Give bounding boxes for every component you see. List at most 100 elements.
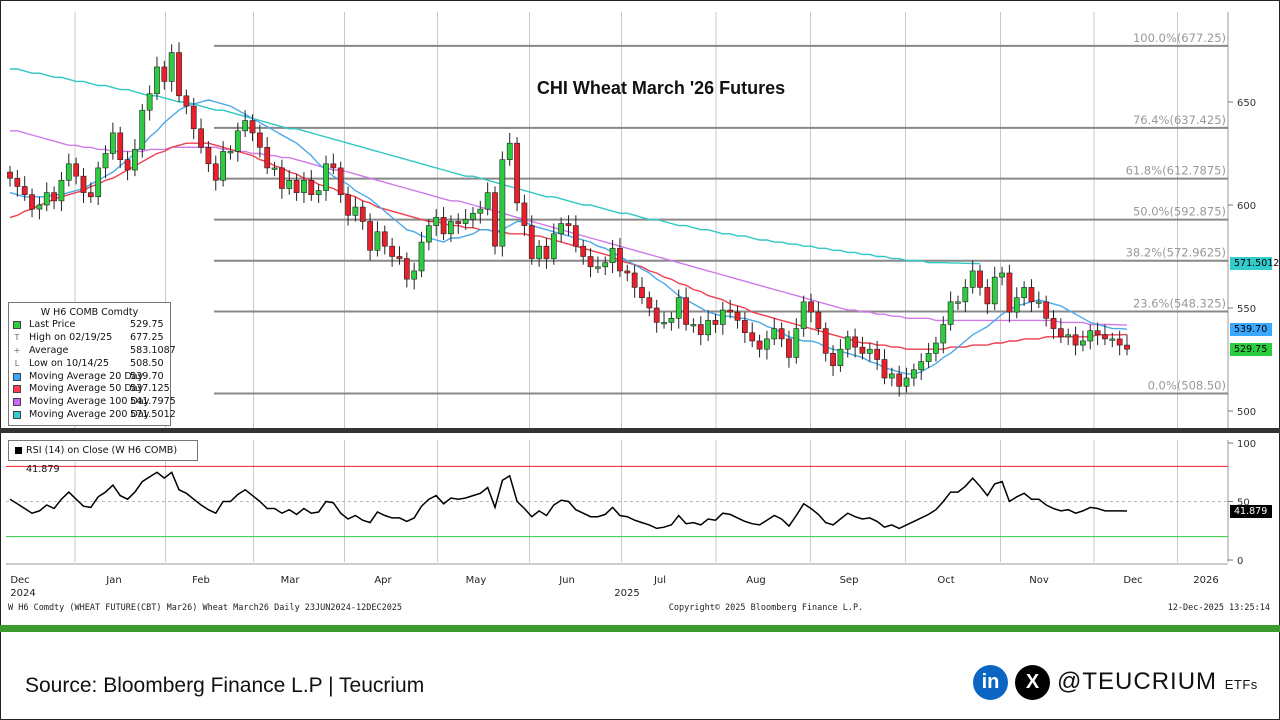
legend-swatch: T [14, 332, 20, 342]
candle-body [1080, 340, 1086, 346]
candle-body [477, 208, 484, 214]
candle-body [161, 66, 168, 82]
candle-body [1109, 338, 1116, 341]
x-month-label: Jul [653, 575, 666, 586]
candle-body [293, 179, 300, 193]
candle-body [323, 163, 329, 191]
x-month-label: May [466, 575, 487, 586]
candle-body [572, 225, 579, 247]
copyright: Copyright© 2025 Bloomberg Finance L.P. [669, 603, 863, 613]
candle-body [264, 147, 271, 169]
candle-body [1028, 287, 1035, 303]
candle-body [433, 217, 440, 226]
teucrium-brand: @TEUCRIUM ETFs [1057, 668, 1258, 695]
candle-body [984, 287, 991, 305]
chart-title: CHI Wheat March '26 Futures [537, 78, 785, 98]
candle-body [683, 297, 689, 325]
candle-body [808, 301, 814, 313]
legend-swatch: + [13, 345, 21, 355]
rsi-value-tag: 41.879 [1230, 504, 1272, 518]
candle-body [102, 153, 109, 169]
x-month-label: Jun [558, 575, 575, 586]
candle-body [418, 241, 425, 272]
candle-body [595, 266, 601, 269]
candle-body [124, 159, 131, 171]
candle-body [719, 309, 726, 325]
legend-row: Moving Average 200 Day 571.5012 [9, 409, 176, 422]
legend-row: T High on 02/19/25 677.25 [9, 332, 170, 345]
candle-body [301, 179, 307, 193]
legend: W H6 COMB Comdty Last Price 529.75 T High o… [8, 302, 176, 426]
candle-body [580, 245, 587, 257]
legend-row: Moving Average 20 Day 539.70 [9, 371, 170, 384]
candle-body [844, 336, 851, 350]
fib-label: 76.4%(637.425) [1133, 113, 1226, 127]
candle-body [271, 167, 278, 170]
legend-label: Moving Average 200 Day [29, 409, 150, 421]
candle-body [279, 167, 285, 189]
candle-body [14, 177, 21, 187]
candle-body [139, 109, 146, 150]
candle-body [859, 346, 866, 354]
x-icon[interactable]: X [1015, 665, 1050, 700]
candle-body [396, 256, 403, 259]
candle-body [249, 120, 256, 134]
legend-value: 583.1087 [130, 344, 176, 356]
legend-swatch [13, 385, 21, 394]
candle-body [955, 301, 961, 304]
candle-body [29, 194, 35, 210]
legend-swatch [13, 398, 21, 407]
candle-body [374, 231, 381, 251]
x-month-label: Oct [937, 575, 954, 586]
candle-body [962, 287, 969, 303]
candle-body [514, 142, 520, 204]
candle-body [227, 151, 234, 154]
candle-body [411, 270, 418, 280]
x-month-label: Aug [746, 575, 766, 586]
candle-body [631, 272, 638, 288]
legend-value: 529.75 [130, 319, 164, 330]
candle-body [51, 192, 57, 202]
fib-label: 100.0%(677.25) [1133, 31, 1226, 45]
security-info: W H6 Comdty (WHEAT FUTURE(CBT) Mar26) Wh… [8, 603, 402, 613]
x-year-label: 2025 [614, 588, 639, 599]
candle-body [830, 353, 836, 366]
candle-body [1072, 334, 1079, 346]
candle-body [367, 221, 373, 251]
candle-body [117, 132, 124, 160]
candle-body [947, 301, 954, 325]
candle-body [925, 353, 932, 362]
candle-body [617, 247, 623, 272]
candle-body [1043, 301, 1050, 319]
candle-body [749, 332, 756, 342]
candle-body [639, 287, 645, 298]
candle-body [1102, 334, 1108, 340]
ma50-line [9, 142, 1128, 350]
candle-body [212, 163, 219, 181]
candle-body [712, 320, 719, 325]
candle-body [183, 95, 190, 107]
candle-body [1087, 330, 1094, 342]
candle-body [359, 206, 366, 222]
price-tag: 529.75 [1230, 343, 1272, 357]
candle-body [800, 301, 807, 329]
candle-body [786, 338, 792, 358]
candle-body [933, 342, 939, 354]
candle-body [558, 223, 565, 235]
candle-body [668, 317, 675, 323]
candle-body [837, 348, 844, 366]
candle-body [242, 120, 249, 132]
legend-row: Last Price 529.75 [9, 319, 170, 332]
linkedin-icon[interactable]: in [973, 665, 1008, 700]
rsi-swatch [15, 447, 22, 454]
candle-body [675, 297, 682, 319]
candle-body [345, 194, 351, 216]
fib-label: 38.2%(572.9625) [1126, 246, 1226, 260]
legend-swatch [13, 321, 21, 329]
candle-body [440, 217, 447, 235]
candle-body [609, 247, 616, 263]
candle-body [499, 159, 506, 247]
candle-body [1124, 344, 1130, 350]
candle-body [21, 186, 28, 196]
candle-body [198, 128, 204, 148]
